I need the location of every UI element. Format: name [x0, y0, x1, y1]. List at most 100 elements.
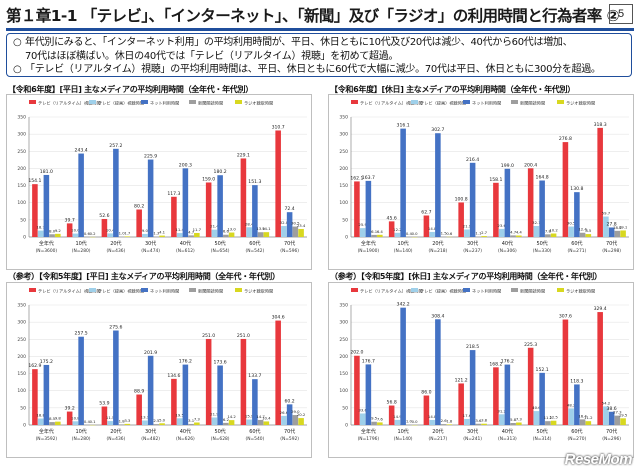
x-category-label: 60代 [571, 240, 582, 247]
page-number: 5 [609, 4, 633, 24]
bar [620, 418, 626, 425]
bar [257, 232, 264, 237]
x-sample-size-label: (N=271) [567, 248, 586, 254]
data-label: 9.2 [55, 228, 62, 233]
bar [446, 424, 453, 425]
data-label: 2.5 [153, 418, 160, 423]
bar [286, 404, 293, 425]
x-sample-size-label: (N=237) [463, 248, 482, 254]
bar [464, 229, 470, 237]
bar [188, 235, 194, 237]
data-label: 10.4 [106, 227, 115, 232]
legend-label: テレビ（録画）視聴時間 [98, 288, 144, 295]
bar [159, 235, 165, 237]
summary-line-3: 「テレビ（リアルタイム）視聴」の平均利用時間は、平日、休日ともに60代で大幅に減… [25, 64, 601, 75]
data-label: 16.4 [578, 413, 587, 418]
data-label: 6.2 [223, 417, 230, 422]
bar [55, 233, 61, 237]
y-tick-label: 300 [17, 132, 26, 138]
data-label: 163.7 [362, 175, 375, 181]
bar [394, 232, 401, 237]
data-label: 86.0 [421, 390, 431, 396]
data-label: 40.6 [532, 405, 541, 410]
bar [510, 235, 516, 237]
bar [371, 421, 377, 425]
data-label: 2.6 [441, 418, 448, 423]
bar [257, 419, 264, 425]
data-label: 80.2 [134, 204, 144, 210]
bar [365, 180, 372, 237]
bar [435, 319, 441, 425]
bar [423, 395, 430, 425]
data-label: 9.0 [142, 228, 149, 233]
data-label: 11.4 [175, 227, 184, 232]
bar [107, 421, 113, 425]
y-tick-label: 50 [20, 217, 26, 223]
data-label: 9.5 [371, 416, 378, 421]
legend-swatch [141, 100, 148, 104]
x-sample-size-label: (N=474) [141, 248, 160, 254]
bar [55, 421, 61, 425]
data-label: 1.0 [406, 419, 413, 424]
data-label: 13.9 [256, 226, 265, 231]
legend-swatch [89, 288, 96, 292]
legend-swatch [351, 288, 358, 292]
bar [562, 319, 569, 425]
bar [458, 202, 464, 237]
data-label: 33.6 [358, 407, 367, 412]
data-label: 201.9 [144, 350, 157, 356]
data-label: 200.3 [179, 162, 192, 168]
data-label: 342.2 [397, 302, 410, 308]
x-category-label: 20代 [432, 428, 443, 435]
data-label: 216.4 [466, 157, 479, 163]
bar [429, 231, 435, 237]
data-label: 162.9 [28, 363, 41, 369]
x-category-label: 10代 [397, 240, 408, 247]
x-category-label: 30代 [467, 428, 478, 435]
data-label: 1.1 [475, 231, 482, 236]
y-tick-label: 200 [339, 166, 348, 172]
data-label: 100.8 [455, 196, 468, 202]
data-label: 19.1 [619, 224, 628, 229]
legend-swatch [411, 288, 418, 292]
legend-swatch [463, 100, 470, 104]
legend-label: ラジオ聴取時間 [244, 288, 273, 295]
legend-label: ネット利用時間 [150, 288, 179, 295]
data-label: 251.0 [202, 333, 215, 339]
summary-row-2: 70代はほぼ横ばい。休日の40代では「テレビ（リアルタイム）視聴」を初めて超過。 [13, 50, 625, 64]
bar [252, 185, 258, 237]
data-label: 251.0 [237, 333, 250, 339]
data-label: 176.2 [501, 359, 514, 365]
bar [608, 227, 615, 237]
legend-swatch [557, 288, 564, 292]
data-label: 13.1 [141, 415, 150, 420]
bar [240, 158, 247, 237]
legend-swatch [189, 100, 196, 104]
legend-swatch [189, 288, 196, 292]
bar [545, 234, 551, 237]
bar [78, 153, 84, 237]
bar [142, 420, 148, 425]
data-label: 180.2 [214, 169, 227, 175]
x-category-label: 40代 [180, 240, 191, 247]
data-label: 29.0 [291, 409, 300, 414]
bar [275, 320, 281, 425]
chart-panel-r5-holiday: テレビ（リアルタイム）視聴時間 テレビ（録画）視聴時間 ネット利用時間 新聞閲読時間 ラ… [328, 282, 634, 458]
data-label: 2.7 [481, 230, 488, 235]
legend-label: テレビ（リアルタイム）視聴時間 [38, 100, 101, 107]
bar [37, 418, 44, 425]
y-tick-label: 350 [17, 115, 26, 121]
bar [469, 162, 476, 237]
bar [182, 364, 189, 425]
bar [585, 234, 592, 237]
x-category-label: 30代 [145, 240, 156, 247]
bar [107, 233, 113, 237]
data-label: 1.8 [446, 418, 453, 423]
x-category-label: 10代 [397, 428, 408, 435]
bar [217, 175, 223, 237]
data-label: 176.7 [362, 358, 375, 364]
data-label: 1.0 [119, 231, 126, 236]
bar [66, 223, 73, 237]
bar [545, 421, 551, 425]
x-sample-size-label: (N=540) [245, 436, 264, 442]
